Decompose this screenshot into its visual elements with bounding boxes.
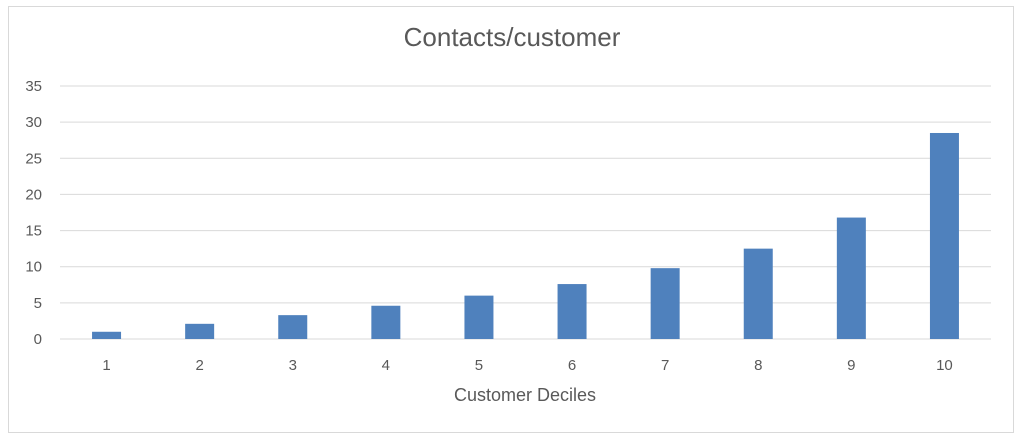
- x-tick-label: 9: [847, 357, 855, 374]
- y-tick-label: 15: [25, 223, 42, 240]
- y-tick-label: 20: [25, 186, 42, 203]
- x-tick-label: 6: [568, 357, 576, 374]
- bar-decile-5: [464, 295, 494, 339]
- y-tick-label: 0: [34, 331, 42, 348]
- bar-decile-4: [371, 305, 401, 339]
- y-tick-label: 35: [25, 78, 42, 95]
- y-tick-label: 25: [25, 150, 42, 167]
- x-tick-label: 10: [936, 357, 953, 374]
- bar-decile-3: [278, 315, 308, 339]
- bar-decile-8: [743, 248, 773, 339]
- x-tick-label: 3: [289, 357, 297, 374]
- y-tick-label: 30: [25, 114, 42, 131]
- bar-decile-9: [836, 217, 866, 339]
- y-tick-label: 10: [25, 259, 42, 276]
- x-axis-title: Customer Deciles: [453, 385, 597, 405]
- chart-title: Contacts/customer: [403, 22, 621, 52]
- x-tick-label: 1: [102, 357, 110, 374]
- x-tick-label: 5: [475, 357, 483, 374]
- x-tick-label: 4: [382, 357, 390, 374]
- bar-decile-7: [650, 268, 680, 339]
- bar-decile-1: [92, 331, 122, 339]
- bar-decile-2: [185, 323, 215, 339]
- y-tick-label: 5: [34, 295, 42, 312]
- x-tick-label: 8: [754, 357, 762, 374]
- bar-decile-10: [929, 132, 959, 339]
- x-tick-label: 7: [661, 357, 669, 374]
- bar-decile-6: [557, 284, 587, 339]
- x-tick-label: 2: [195, 357, 203, 374]
